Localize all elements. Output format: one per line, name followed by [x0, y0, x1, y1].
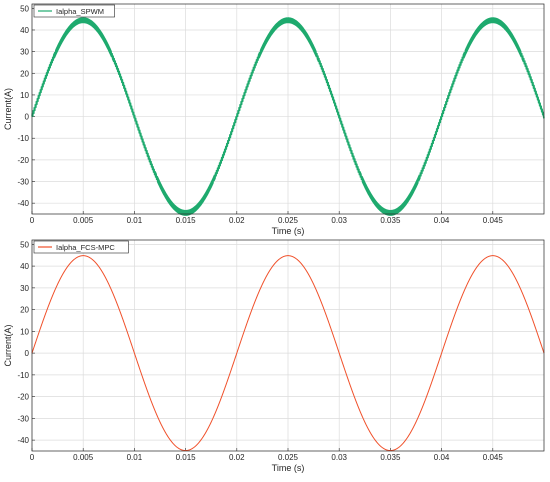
x-tick-label: 0.04: [434, 453, 450, 462]
legend: Ialpha_FCS-MPC: [33, 240, 129, 254]
chart-panel-2: 0 0.005 0.01 0.015 0.02 0.025 0.03 0.035 0.04 0.0…: [3, 239, 545, 473]
y-tick-label: 50: [20, 240, 29, 249]
x-tick-label: 0.04: [434, 216, 450, 225]
series-line-1: [31, 255, 545, 452]
y-tick-label: 30: [20, 48, 29, 57]
y-tick-label: -20: [17, 156, 29, 165]
x-tick-label: 0.02: [229, 216, 245, 225]
y-tick-label: -20: [17, 393, 29, 402]
y-axis-label: Current(A): [3, 324, 13, 366]
x-tick-label: 0.005: [73, 216, 94, 225]
y-tick-label: -30: [17, 178, 29, 187]
y-tick-label: 10: [20, 327, 29, 336]
legend-box: [33, 240, 129, 254]
y-tick-label: 0: [25, 113, 30, 122]
y-tick-label: 50: [20, 4, 29, 13]
legend: Ialpha_SPWM: [33, 4, 115, 18]
x-tick-label: 0.02: [229, 453, 245, 462]
x-tick-label: 0: [30, 216, 35, 225]
y-tick-label: 10: [20, 91, 29, 100]
x-axis-label: Time (s): [272, 463, 305, 473]
y-tick-label: 20: [20, 306, 29, 315]
y-axis-label: Current(A): [3, 88, 13, 130]
y-tick-label: -40: [17, 199, 29, 208]
y-tick-label: -10: [17, 371, 29, 380]
x-tick-label: 0.01: [127, 216, 143, 225]
y-tick-label: 20: [20, 69, 29, 78]
x-tick-label: 0.045: [483, 216, 504, 225]
y-tick-label: -30: [17, 414, 29, 423]
x-tick-label: 0.025: [278, 453, 299, 462]
legend-label: Ialpha_FCS-MPC: [56, 243, 115, 252]
series-line-1: [31, 17, 545, 216]
x-tick-label: 0.045: [483, 453, 504, 462]
grid: [31, 240, 544, 451]
y-tick-label: 40: [20, 26, 29, 35]
axes-frame: [31, 239, 545, 452]
x-tick-label: 0.015: [176, 216, 197, 225]
y-tick-label: 40: [20, 262, 29, 271]
x-tick-label: 0.015: [176, 453, 197, 462]
legend-box: [33, 4, 115, 18]
legend-label: Ialpha_SPWM: [56, 7, 104, 16]
x-tick-label: 0.03: [331, 216, 347, 225]
x-tick-label: 0: [30, 453, 35, 462]
y-tick-label: 30: [20, 284, 29, 293]
axes-frame: [31, 3, 545, 215]
x-tick-label: 0.01: [127, 453, 143, 462]
y-tick-label: 0: [25, 349, 30, 358]
x-tick-label: 0.035: [380, 216, 401, 225]
x-tick-label: 0.035: [380, 453, 401, 462]
x-tick-label: 0.005: [73, 453, 94, 462]
x-axis-label: Time (s): [272, 226, 305, 236]
y-tick-label: -40: [17, 436, 29, 445]
x-tick-label: 0.03: [331, 453, 347, 462]
y-tick-label: -10: [17, 134, 29, 143]
chart-panel-1: 0 0.005 0.01 0.015 0.02 0.025 0.03 0.035 0.04 0.0…: [3, 3, 545, 236]
x-tick-label: 0.025: [278, 216, 299, 225]
grid: [31, 4, 544, 214]
